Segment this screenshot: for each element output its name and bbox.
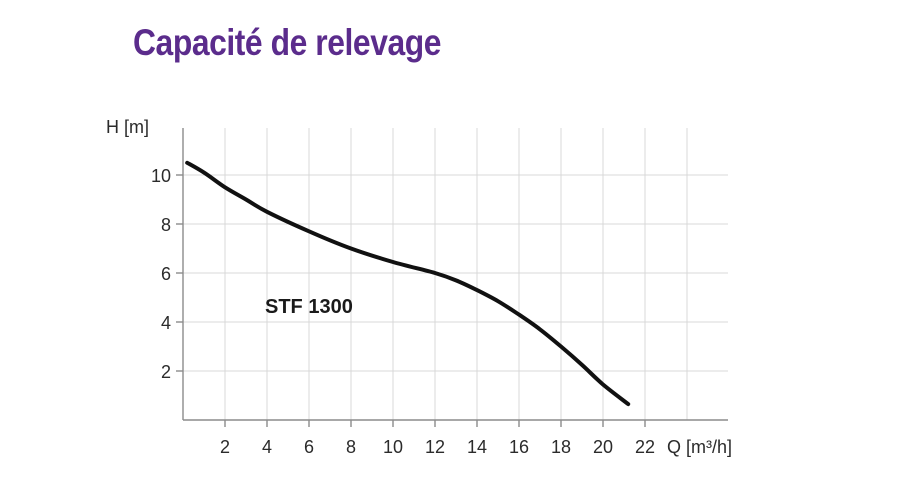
x-tick-label: 20 xyxy=(593,437,613,457)
series-label: STF 1300 xyxy=(265,296,353,318)
x-tick-label: 6 xyxy=(304,437,314,457)
x-tick-label: 16 xyxy=(509,437,529,457)
x-tick-label: 22 xyxy=(635,437,655,457)
series-line xyxy=(185,160,631,407)
x-tick-label: 8 xyxy=(346,437,356,457)
y-tick-label: 4 xyxy=(161,313,171,333)
y-tick-label: 10 xyxy=(151,166,171,186)
series: STF 1300 xyxy=(185,160,631,407)
y-axis-label: H [m] xyxy=(106,117,149,137)
axes xyxy=(182,128,728,421)
x-tick-label: 18 xyxy=(551,437,571,457)
x-tick-label: 2 xyxy=(220,437,230,457)
y-tick-label: 6 xyxy=(161,264,171,284)
x-axis-label: Q [m³/h] xyxy=(667,437,732,457)
x-tick-label: 14 xyxy=(467,437,487,457)
tick-marks xyxy=(176,174,646,427)
grid xyxy=(183,128,728,420)
y-tick-label: 2 xyxy=(161,362,171,382)
x-tick-label: 12 xyxy=(425,437,445,457)
chart-title: Capacité de relevage xyxy=(133,22,442,63)
x-tick-label: 10 xyxy=(383,437,403,457)
x-tick-label: 4 xyxy=(262,437,272,457)
y-tick-label: 8 xyxy=(161,215,171,235)
